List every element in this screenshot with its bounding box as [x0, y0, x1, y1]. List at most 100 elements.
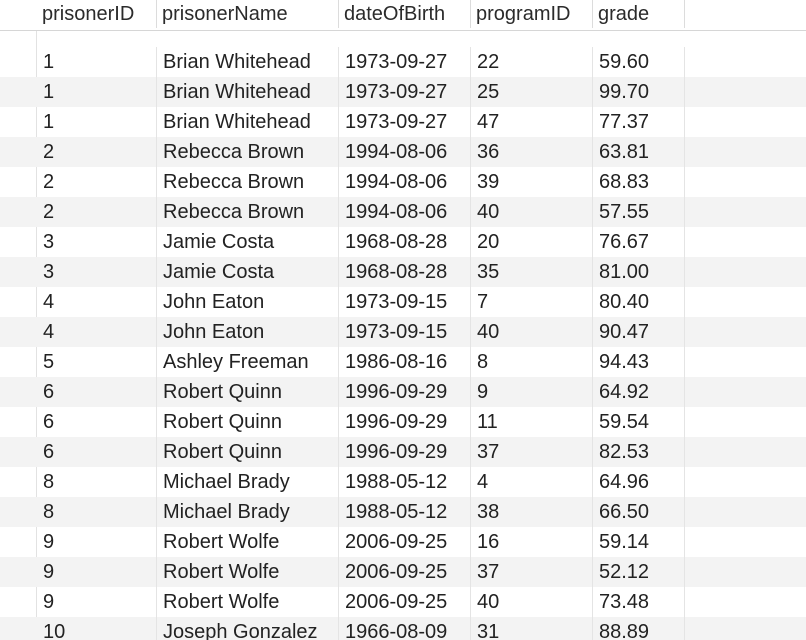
cell-prisonername[interactable]: Robert Wolfe [157, 587, 339, 617]
table-row[interactable]: 5 Ashley Freeman 1986-08-16 8 94.43 [0, 347, 806, 377]
table-row[interactable]: 8 Michael Brady 1988-05-12 38 66.50 [0, 497, 806, 527]
cell-prisonername[interactable]: Robert Quinn [157, 377, 339, 407]
table-row[interactable]: 2 Rebecca Brown 1994-08-06 40 57.55 [0, 197, 806, 227]
cell-grade[interactable]: 57.55 [593, 197, 685, 227]
cell-grade[interactable]: 81.00 [593, 257, 685, 287]
cell-dateofbirth[interactable]: 2006-09-25 [339, 557, 471, 587]
cell-programid[interactable]: 31 [471, 617, 593, 640]
table-row[interactable]: 6 Robert Quinn 1996-09-29 37 82.53 [0, 437, 806, 467]
cell-prisonername[interactable]: Brian Whitehead [157, 47, 339, 77]
cell-prisonerid[interactable]: 6 [37, 437, 157, 467]
cell-prisonername[interactable]: John Eaton [157, 317, 339, 347]
cell-prisonerid[interactable]: 4 [37, 317, 157, 347]
cell-programid[interactable]: 9 [471, 377, 593, 407]
column-header-dateofbirth[interactable]: dateOfBirth [339, 0, 471, 28]
cell-prisonername[interactable]: Joseph Gonzalez [157, 617, 339, 640]
cell-dateofbirth[interactable]: 1968-08-28 [339, 257, 471, 287]
cell-grade[interactable]: 88.89 [593, 617, 685, 640]
cell-prisonerid[interactable]: 8 [37, 467, 157, 497]
table-row[interactable]: 9 Robert Wolfe 2006-09-25 40 73.48 [0, 587, 806, 617]
column-header-prisonername[interactable]: prisonerName [157, 0, 339, 28]
cell-dateofbirth[interactable]: 1994-08-06 [339, 137, 471, 167]
cell-programid[interactable]: 11 [471, 407, 593, 437]
cell-dateofbirth[interactable]: 1994-08-06 [339, 167, 471, 197]
cell-prisonerid[interactable]: 3 [37, 227, 157, 257]
cell-prisonername[interactable]: Rebecca Brown [157, 197, 339, 227]
cell-programid[interactable]: 47 [471, 107, 593, 137]
cell-grade[interactable]: 94.43 [593, 347, 685, 377]
table-row[interactable]: 1 Brian Whitehead 1973-09-27 47 77.37 [0, 107, 806, 137]
cell-prisonerid[interactable]: 6 [37, 407, 157, 437]
cell-prisonername[interactable]: Ashley Freeman [157, 347, 339, 377]
cell-dateofbirth[interactable]: 1988-05-12 [339, 467, 471, 497]
table-row[interactable]: 4 John Eaton 1973-09-15 40 90.47 [0, 317, 806, 347]
cell-programid[interactable]: 4 [471, 467, 593, 497]
cell-programid[interactable]: 7 [471, 287, 593, 317]
cell-dateofbirth[interactable]: 1973-09-15 [339, 317, 471, 347]
cell-grade[interactable]: 64.96 [593, 467, 685, 497]
cell-prisonername[interactable]: Rebecca Brown [157, 167, 339, 197]
cell-dateofbirth[interactable]: 1988-05-12 [339, 497, 471, 527]
column-header-grade[interactable]: grade [593, 0, 685, 28]
cell-dateofbirth[interactable]: 1973-09-27 [339, 77, 471, 107]
cell-programid[interactable]: 39 [471, 167, 593, 197]
cell-programid[interactable]: 36 [471, 137, 593, 167]
cell-programid[interactable]: 37 [471, 437, 593, 467]
cell-grade[interactable]: 73.48 [593, 587, 685, 617]
cell-grade[interactable]: 59.60 [593, 47, 685, 77]
cell-prisonerid[interactable]: 4 [37, 287, 157, 317]
cell-dateofbirth[interactable]: 1996-09-29 [339, 377, 471, 407]
table-row[interactable]: 6 Robert Quinn 1996-09-29 9 64.92 [0, 377, 806, 407]
cell-prisonername[interactable]: Michael Brady [157, 497, 339, 527]
cell-grade[interactable]: 82.53 [593, 437, 685, 467]
cell-grade[interactable]: 66.50 [593, 497, 685, 527]
cell-programid[interactable]: 38 [471, 497, 593, 527]
cell-dateofbirth[interactable]: 2006-09-25 [339, 587, 471, 617]
cell-prisonername[interactable]: Jamie Costa [157, 227, 339, 257]
cell-prisonername[interactable]: John Eaton [157, 287, 339, 317]
cell-prisonerid[interactable]: 9 [37, 527, 157, 557]
cell-dateofbirth[interactable]: 1996-09-29 [339, 407, 471, 437]
cell-programid[interactable]: 25 [471, 77, 593, 107]
cell-prisonername[interactable]: Brian Whitehead [157, 77, 339, 107]
table-row[interactable]: 2 Rebecca Brown 1994-08-06 39 68.83 [0, 167, 806, 197]
cell-grade[interactable]: 59.14 [593, 527, 685, 557]
cell-programid[interactable]: 20 [471, 227, 593, 257]
cell-prisonername[interactable]: Michael Brady [157, 467, 339, 497]
cell-prisonername[interactable]: Robert Wolfe [157, 527, 339, 557]
cell-programid[interactable]: 40 [471, 317, 593, 347]
table-row[interactable]: 3 Jamie Costa 1968-08-28 35 81.00 [0, 257, 806, 287]
cell-grade[interactable]: 99.70 [593, 77, 685, 107]
cell-prisonername[interactable]: Rebecca Brown [157, 137, 339, 167]
cell-grade[interactable]: 52.12 [593, 557, 685, 587]
cell-programid[interactable]: 40 [471, 197, 593, 227]
cell-dateofbirth[interactable]: 1986-08-16 [339, 347, 471, 377]
table-row[interactable]: 6 Robert Quinn 1996-09-29 11 59.54 [0, 407, 806, 437]
cell-prisonerid[interactable]: 8 [37, 497, 157, 527]
cell-programid[interactable]: 8 [471, 347, 593, 377]
cell-dateofbirth[interactable]: 1994-08-06 [339, 197, 471, 227]
cell-dateofbirth[interactable]: 1973-09-27 [339, 107, 471, 137]
cell-prisonerid[interactable]: 5 [37, 347, 157, 377]
cell-grade[interactable]: 90.47 [593, 317, 685, 347]
table-row[interactable]: 10 Joseph Gonzalez 1966-08-09 31 88.89 [0, 617, 806, 640]
cell-prisonerid[interactable]: 3 [37, 257, 157, 287]
cell-dateofbirth[interactable]: 1966-08-09 [339, 617, 471, 640]
cell-prisonername[interactable]: Jamie Costa [157, 257, 339, 287]
cell-prisonerid[interactable]: 2 [37, 137, 157, 167]
cell-grade[interactable]: 77.37 [593, 107, 685, 137]
column-header-prisonerid[interactable]: prisonerID [37, 0, 157, 28]
table-row[interactable]: 9 Robert Wolfe 2006-09-25 16 59.14 [0, 527, 806, 557]
cell-prisonerid[interactable]: 2 [37, 197, 157, 227]
column-header-programid[interactable]: programID [471, 0, 593, 28]
table-row[interactable]: 2 Rebecca Brown 1994-08-06 36 63.81 [0, 137, 806, 167]
cell-grade[interactable]: 63.81 [593, 137, 685, 167]
cell-grade[interactable]: 80.40 [593, 287, 685, 317]
cell-prisonername[interactable]: Robert Quinn [157, 407, 339, 437]
cell-prisonername[interactable]: Robert Quinn [157, 437, 339, 467]
cell-prisonerid[interactable]: 1 [37, 107, 157, 137]
cell-prisonerid[interactable]: 9 [37, 587, 157, 617]
cell-prisonername[interactable]: Brian Whitehead [157, 107, 339, 137]
cell-prisonername[interactable]: Robert Wolfe [157, 557, 339, 587]
